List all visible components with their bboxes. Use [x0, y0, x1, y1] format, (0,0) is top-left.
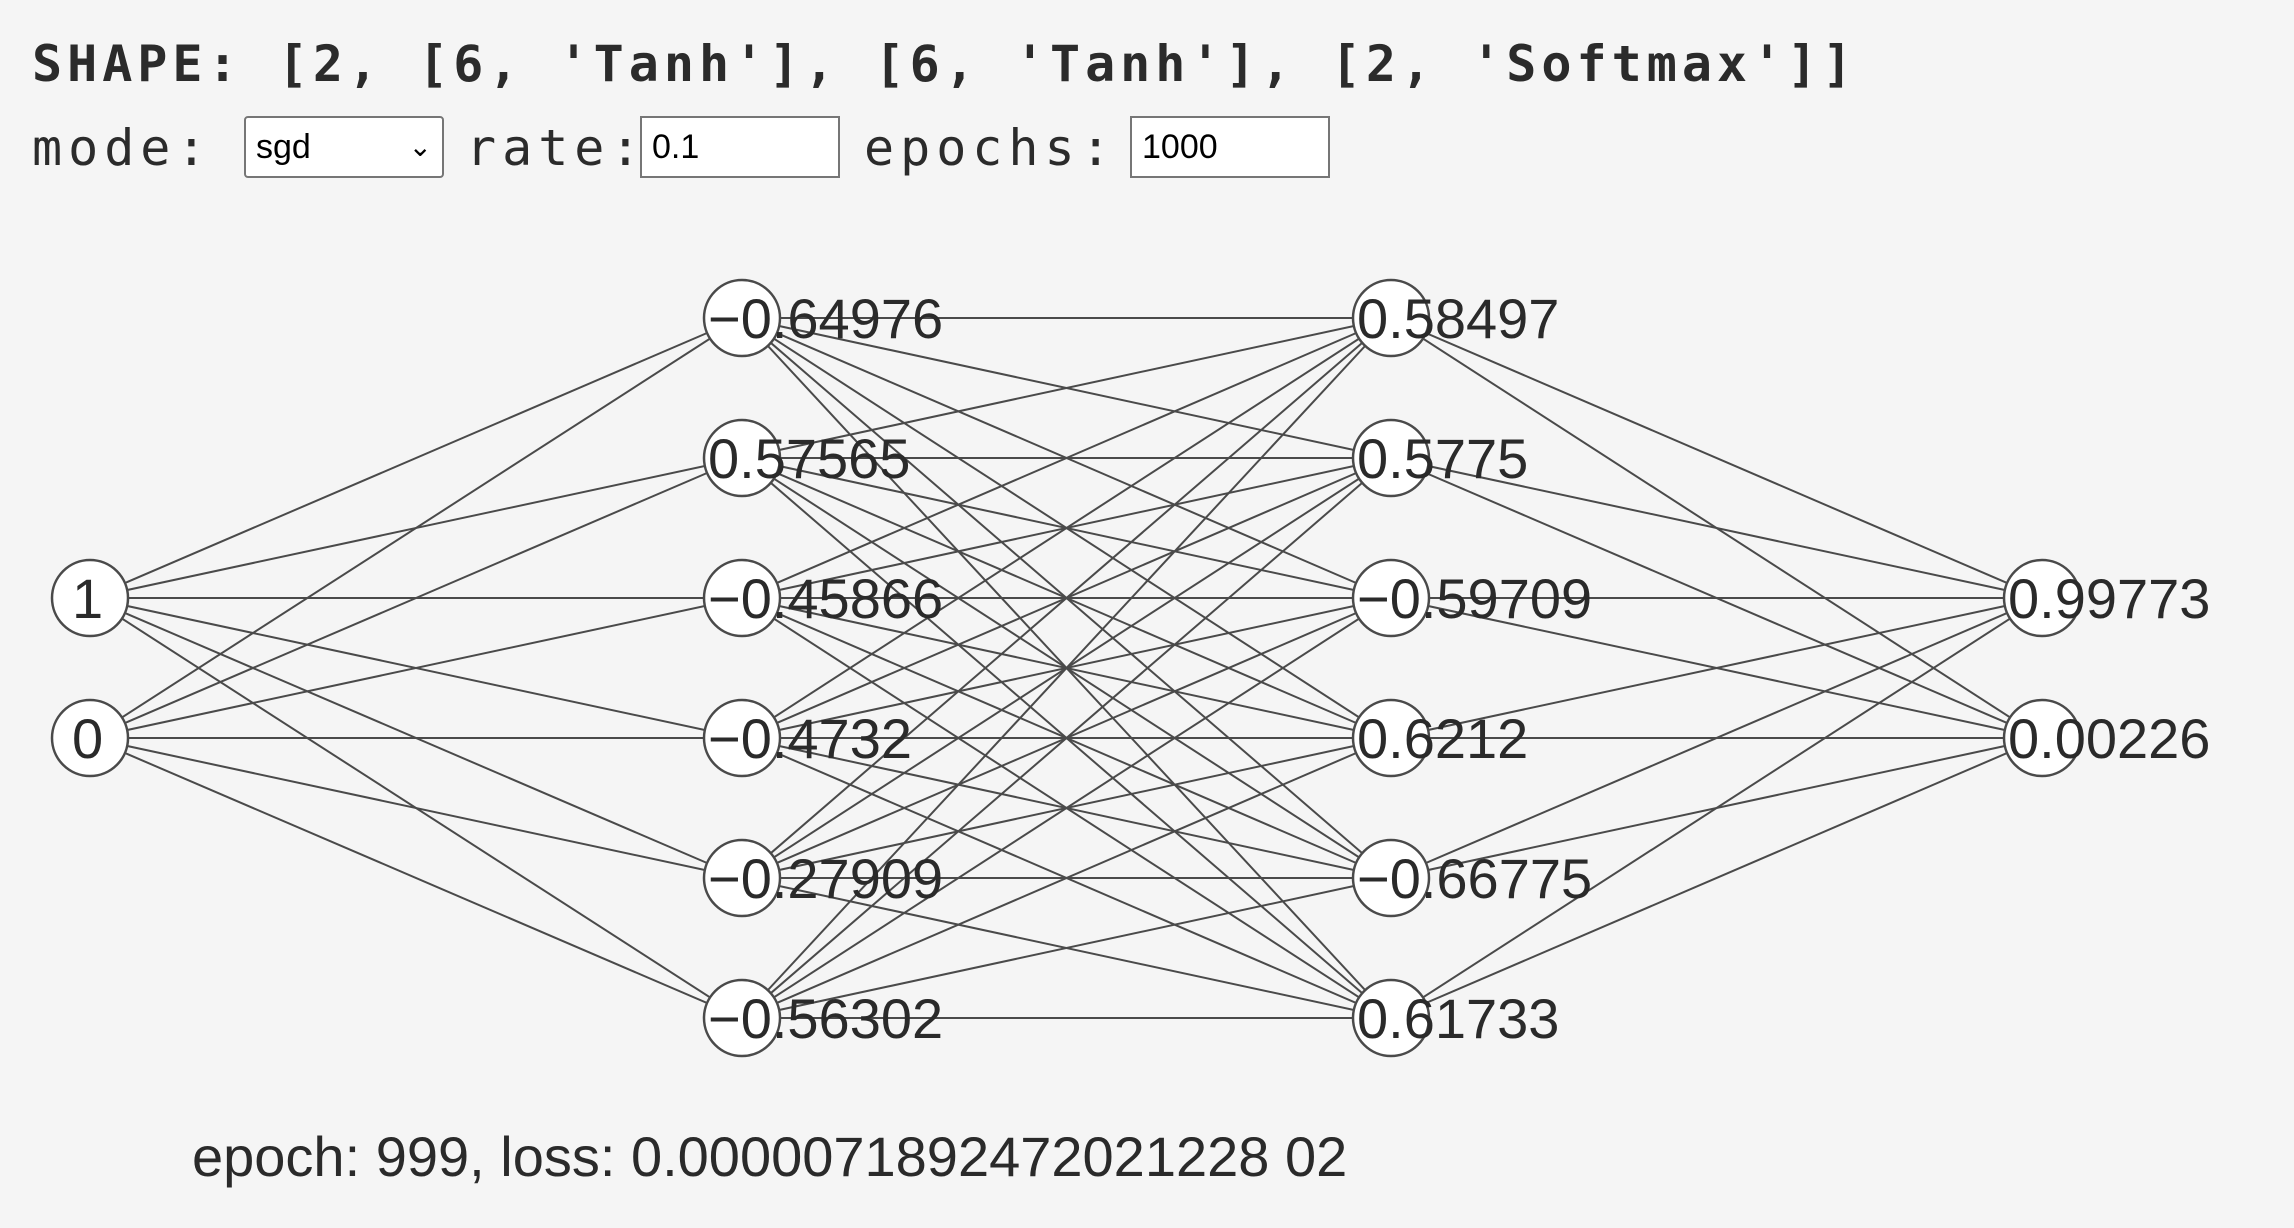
neuron-value: 0.58497 [1357, 287, 1559, 350]
neuron-l1-n3: −0.4732 [702, 698, 912, 778]
neuron-circle [1351, 418, 1431, 498]
mode-label: mode: [32, 119, 213, 177]
neuron-circle [702, 418, 782, 498]
neuron-circle [2002, 558, 2082, 638]
edge-l1n2-l2n0 [741, 317, 1392, 599]
neuron-circle [1351, 698, 1431, 778]
edge-l1n5-l2n1 [741, 457, 1392, 1019]
network-edges [89, 317, 2043, 1019]
neuron-value: −0.45866 [708, 567, 943, 630]
edge-l1n4-l2n0 [741, 317, 1392, 879]
edge-l0n1-l1n2 [89, 597, 743, 739]
neuron-l2-n4: −0.66775 [1351, 838, 1592, 918]
neuron-l1-n2: −0.45866 [702, 558, 943, 638]
edge-l2n5-l3n1 [1390, 737, 2043, 1019]
neuron-circle [2002, 698, 2082, 778]
neuron-l3-n0: 0.99773 [2002, 558, 2210, 638]
neuron-l1-n5: −0.56302 [702, 978, 943, 1058]
neuron-l3-n1: 0.00226 [2002, 698, 2210, 778]
neuron-circle [702, 698, 782, 778]
edge-l1n5-l2n2 [741, 597, 1392, 1019]
neuron-circle [50, 558, 130, 638]
mode-select-value: sgd [256, 128, 311, 166]
neuron-l2-n2: −0.59709 [1351, 558, 1592, 638]
neuron-circle [1351, 558, 1431, 638]
mode-select[interactable]: sgd ⌄ [244, 116, 444, 178]
neuron-l1-n1: 0.57565 [702, 418, 910, 498]
neuron-circle [702, 838, 782, 918]
edge-l0n1-l1n1 [89, 457, 743, 739]
neuron-value: 0.99773 [2008, 567, 2210, 630]
edge-l0n1-l1n0 [89, 317, 743, 739]
neuron-circle [50, 698, 130, 778]
edge-l2n1-l3n0 [1390, 457, 2043, 599]
epochs-input-value: 1000 [1142, 128, 1218, 166]
chevron-down-icon: ⌄ [408, 131, 432, 162]
neuron-circle [1351, 278, 1431, 358]
neuron-l0-n1: 0 [50, 698, 130, 778]
neuron-l0-n0: 1 [50, 558, 130, 638]
rate-input-value: 0.1 [652, 128, 700, 166]
network-nodes: 1 0 −0.64976 0.57565 −0.45866 −0.4732 −0.27909… [50, 278, 2210, 1058]
epochs-input[interactable]: 1000 [1130, 116, 1330, 178]
network-shape-text: SHAPE: [2, [6, 'Tanh'], [6, 'Tanh'], [2,… [32, 35, 1858, 93]
edge-l0n1-l1n5 [89, 737, 743, 1019]
neuron-value: 0.57565 [708, 427, 910, 490]
neuron-value: −0.66775 [1357, 847, 1592, 910]
neuron-l1-n0: −0.64976 [702, 278, 943, 358]
edge-l0n1-l1n4 [89, 737, 743, 879]
edge-l1n5-l2n3 [741, 737, 1392, 1019]
neuron-l2-n3: 0.6212 [1351, 698, 1528, 778]
neuron-circle [702, 978, 782, 1058]
edge-l2n0-l3n0 [1390, 317, 2043, 599]
neuron-value: 0.5775 [1357, 427, 1528, 490]
neuron-value: 0.61733 [1357, 987, 1559, 1050]
edge-l2n3-l3n0 [1390, 597, 2043, 739]
neuron-circle [1351, 978, 1431, 1058]
epochs-label: epochs: [864, 119, 1117, 177]
rate-label: rate: [466, 119, 647, 177]
edge-l1n5-l2n0 [741, 317, 1392, 1019]
edge-l2n5-l3n0 [1390, 597, 2043, 1019]
neuron-l2-n1: 0.5775 [1351, 418, 1528, 498]
neuron-circle [702, 558, 782, 638]
neuron-l2-n0: 0.58497 [1351, 278, 1559, 358]
neuron-value: 1 [72, 567, 103, 630]
neuron-value: 0.00226 [2008, 707, 2210, 770]
neuron-value: 0 [72, 707, 103, 770]
edge-l1n1-l2n0 [741, 317, 1392, 459]
edge-l1n5-l2n4 [741, 877, 1392, 1019]
rate-input[interactable]: 0.1 [640, 116, 840, 178]
edge-l0n0-l1n0 [89, 317, 743, 599]
neuron-value: −0.56302 [708, 987, 943, 1050]
neuron-value: 0.6212 [1357, 707, 1528, 770]
edge-l1n3-l2n0 [741, 317, 1392, 739]
neuron-value: −0.59709 [1357, 567, 1592, 630]
neuron-circle [1351, 838, 1431, 918]
neuron-l1-n4: −0.27909 [702, 838, 943, 918]
neuron-l2-n5: 0.61733 [1351, 978, 1559, 1058]
neuron-value: −0.64976 [708, 287, 943, 350]
neuron-circle [702, 278, 782, 358]
neuron-value: −0.4732 [708, 707, 912, 770]
neuron-value: −0.27909 [708, 847, 943, 910]
training-status: epoch: 999, loss: 0.0000071892472021228 … [192, 1125, 1348, 1188]
edge-l2n4-l3n0 [1390, 597, 2043, 879]
